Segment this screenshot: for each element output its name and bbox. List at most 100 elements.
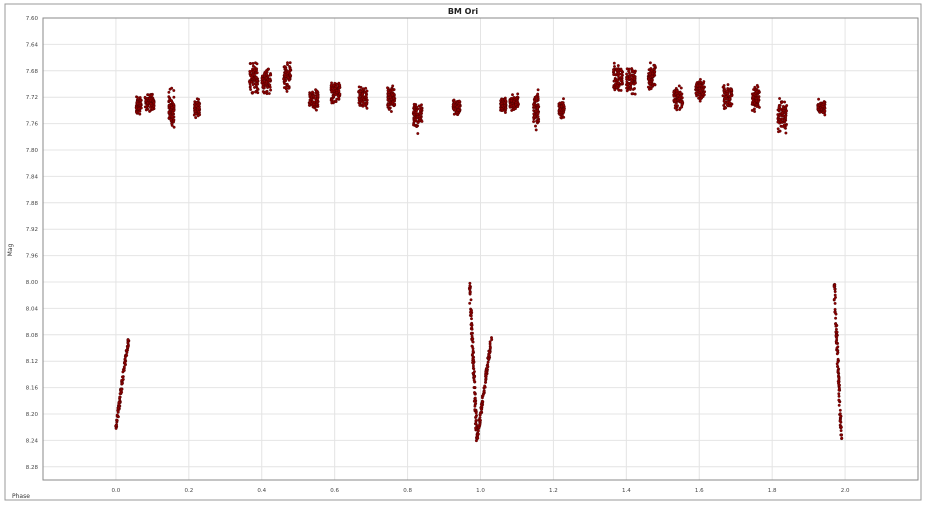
data-point bbox=[114, 423, 118, 427]
y-tick-label: 7.80 bbox=[26, 148, 39, 154]
data-point bbox=[613, 82, 617, 86]
data-point bbox=[457, 99, 461, 103]
data-point bbox=[358, 103, 362, 107]
data-point bbox=[315, 89, 319, 93]
data-point bbox=[532, 120, 536, 124]
data-point bbox=[262, 72, 266, 76]
data-point bbox=[615, 85, 619, 89]
data-point bbox=[282, 86, 286, 90]
data-point bbox=[650, 69, 654, 73]
data-point bbox=[472, 399, 476, 403]
data-point bbox=[698, 89, 702, 93]
y-tick-label: 8.28 bbox=[26, 465, 39, 471]
data-point bbox=[701, 92, 704, 96]
data-point bbox=[387, 93, 391, 97]
data-point bbox=[455, 110, 459, 114]
data-point bbox=[316, 97, 320, 101]
data-point bbox=[288, 61, 292, 65]
data-point bbox=[338, 92, 342, 96]
data-point bbox=[836, 360, 840, 364]
data-point bbox=[535, 106, 539, 110]
data-point bbox=[562, 115, 566, 119]
data-point bbox=[361, 92, 365, 96]
data-point bbox=[269, 88, 273, 92]
data-point bbox=[287, 78, 291, 82]
data-point bbox=[329, 83, 333, 87]
data-point bbox=[392, 96, 396, 100]
data-point bbox=[487, 357, 491, 361]
data-point bbox=[170, 123, 174, 127]
data-point bbox=[193, 103, 196, 106]
y-axis-label: Mag bbox=[7, 243, 14, 256]
data-point bbox=[172, 118, 176, 122]
data-point bbox=[677, 97, 681, 101]
data-point bbox=[680, 105, 684, 109]
data-point bbox=[753, 85, 757, 89]
data-point bbox=[387, 99, 391, 102]
data-point bbox=[516, 105, 520, 109]
data-point bbox=[676, 104, 679, 108]
y-tick-label: 8.12 bbox=[26, 359, 38, 365]
data-point bbox=[504, 99, 508, 103]
data-point bbox=[286, 76, 290, 80]
data-point bbox=[649, 87, 653, 91]
data-point bbox=[139, 106, 143, 110]
data-point bbox=[679, 86, 683, 90]
data-point bbox=[471, 361, 475, 365]
data-point bbox=[673, 106, 677, 110]
data-point bbox=[365, 89, 369, 93]
data-point bbox=[485, 367, 489, 371]
data-point bbox=[723, 88, 727, 92]
data-point bbox=[678, 91, 682, 95]
data-point bbox=[255, 79, 259, 82]
data-point bbox=[534, 95, 538, 99]
plot-area bbox=[42, 17, 919, 481]
gridlines bbox=[43, 17, 918, 480]
data-point bbox=[468, 281, 472, 285]
y-tick-label: 8.08 bbox=[26, 333, 39, 339]
data-point bbox=[723, 97, 727, 101]
data-point bbox=[823, 113, 827, 117]
data-point bbox=[836, 364, 840, 368]
data-point bbox=[148, 109, 152, 113]
x-tick-label: 0.6 bbox=[330, 488, 339, 494]
data-point bbox=[456, 108, 460, 112]
data-point bbox=[620, 75, 624, 79]
data-point bbox=[412, 110, 416, 114]
data-point bbox=[193, 106, 197, 110]
data-point bbox=[253, 66, 257, 70]
data-point bbox=[755, 90, 759, 94]
data-point bbox=[473, 391, 476, 394]
data-point bbox=[651, 72, 654, 76]
data-point bbox=[474, 411, 478, 415]
data-point bbox=[701, 88, 705, 91]
data-point bbox=[782, 118, 786, 122]
data-point bbox=[837, 398, 841, 402]
data-point bbox=[471, 371, 475, 375]
data-point bbox=[362, 98, 366, 102]
data-point bbox=[652, 67, 656, 71]
data-point bbox=[615, 67, 619, 71]
data-point bbox=[152, 101, 156, 105]
data-point bbox=[648, 72, 652, 76]
data-point bbox=[144, 99, 148, 103]
data-point bbox=[724, 106, 728, 110]
data-point bbox=[631, 69, 635, 73]
data-point bbox=[468, 284, 472, 288]
data-point bbox=[702, 80, 706, 84]
y-tick-label: 7.92 bbox=[26, 227, 38, 233]
data-point bbox=[145, 104, 149, 108]
data-point bbox=[267, 78, 271, 82]
data-point bbox=[357, 85, 361, 89]
data-point bbox=[821, 111, 825, 115]
data-point bbox=[308, 93, 312, 97]
data-point bbox=[648, 61, 652, 65]
data-point bbox=[726, 83, 730, 87]
data-point bbox=[387, 103, 391, 107]
data-point bbox=[648, 82, 652, 86]
x-axis-label: Phase bbox=[12, 493, 30, 500]
data-point bbox=[755, 104, 759, 108]
data-point bbox=[289, 74, 293, 78]
data-point bbox=[780, 111, 784, 115]
